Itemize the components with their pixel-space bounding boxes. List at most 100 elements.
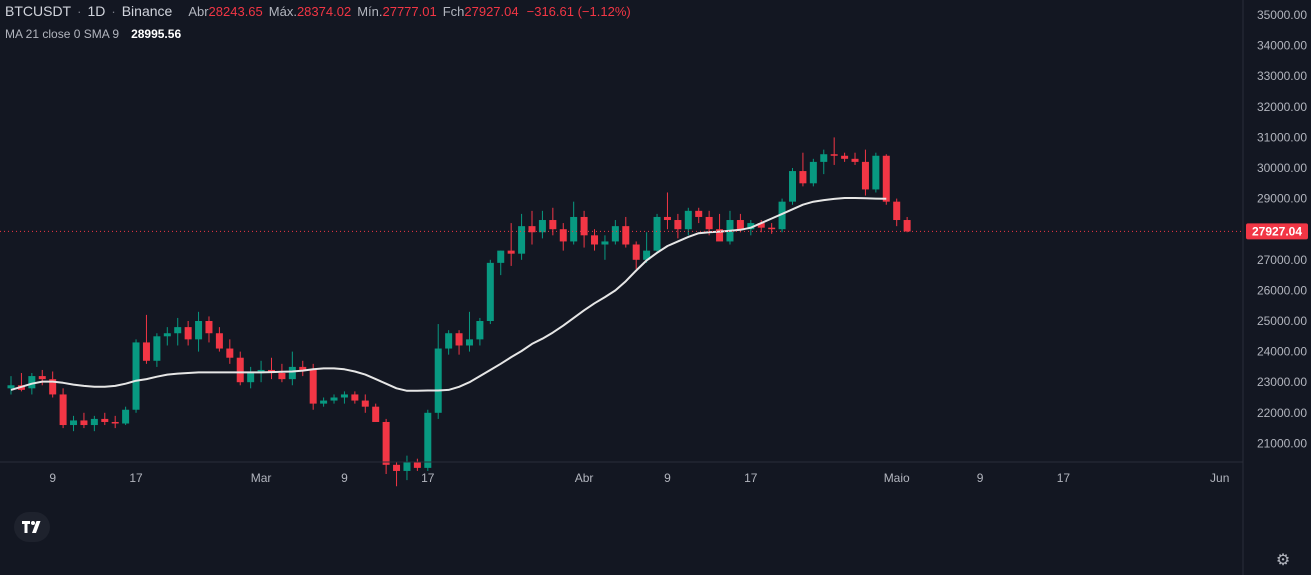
candle-body[interactable] [851,158,859,162]
candle-body[interactable] [882,155,890,202]
candle-body[interactable] [101,418,109,422]
candle-body[interactable] [153,336,161,361]
candle-body[interactable] [559,229,567,242]
candle-body[interactable] [695,210,703,217]
tradingview-logo-icon[interactable] [14,512,50,542]
candle-body[interactable] [716,229,724,242]
candle-body[interactable] [632,244,640,260]
candle-body[interactable] [184,327,192,340]
candle-body[interactable] [361,400,369,407]
candle-body[interactable] [445,333,453,349]
last-price-tag: 27927.04 [1246,223,1308,240]
candle-body[interactable] [684,210,692,230]
candle-body[interactable] [861,161,869,190]
candle-body[interactable] [393,464,401,471]
candle-body[interactable] [59,394,67,426]
candle-body[interactable] [403,461,411,471]
candle-body[interactable] [528,226,536,233]
candle-body[interactable] [288,366,296,380]
candle-body[interactable] [49,379,57,395]
candle-body[interactable] [611,226,619,242]
candle-body[interactable] [205,321,213,334]
last-price-tag-label: 27927.04 [1252,224,1302,238]
candle-body[interactable] [747,223,755,230]
price-tick-label: 33000.00 [1257,69,1307,83]
candle-body[interactable] [497,250,505,263]
candle-body[interactable] [820,154,828,162]
candle-body[interactable] [663,216,671,221]
candle-body[interactable] [247,373,255,383]
candle-body[interactable] [570,216,578,242]
candle-body[interactable] [830,154,838,156]
candle-body[interactable] [90,418,98,426]
candle-body[interactable] [80,420,88,426]
candle-body[interactable] [215,333,223,349]
candle-body[interactable] [278,373,286,380]
time-axis[interactable]: 9 17 Mar 9 17 Abr 9 17 Maio 9 17 Jun [49,471,1229,485]
symbol-name[interactable]: BTCUSDT [5,3,72,19]
candle-body[interactable] [38,376,46,380]
candle-body[interactable] [643,250,651,260]
candle-body[interactable] [789,171,796,202]
price-tick-label: 25000.00 [1257,314,1307,328]
candle-body[interactable] [549,220,557,230]
candle-body[interactable] [132,342,140,410]
candle-body[interactable] [174,327,182,334]
candle-body[interactable] [340,394,348,398]
candle-body[interactable] [111,421,119,424]
candle-body[interactable] [236,357,244,383]
candle-body[interactable] [841,155,849,159]
candle-body[interactable] [601,241,609,245]
candle-body[interactable] [736,220,744,230]
candle-body[interactable] [163,333,171,337]
candle-body[interactable] [705,216,713,230]
time-tick-label: 9 [664,471,671,485]
candle-body[interactable] [142,342,150,361]
price-tick-label: 31000.00 [1257,130,1307,144]
candle-body[interactable] [7,385,15,389]
candle-body[interactable] [622,226,630,245]
candle-body[interactable] [299,366,307,370]
candle-body[interactable] [465,339,473,346]
candle-body[interactable] [351,394,359,401]
price-axis[interactable]: 21000.00 22000.00 23000.00 24000.00 25000.00… [1257,8,1307,450]
candle-body[interactable] [382,421,390,465]
candle-body[interactable] [768,227,776,230]
candle-body[interactable] [434,348,442,413]
candle-body[interactable] [455,333,463,346]
candle-body[interactable] [903,220,911,232]
time-tick-label: 17 [1057,471,1071,485]
candle-body[interactable] [591,235,599,245]
candle-body[interactable] [320,400,328,404]
candle-body[interactable] [28,376,36,389]
candle-body[interactable] [538,220,546,233]
candle-body[interactable] [424,412,432,468]
candle-body[interactable] [799,171,807,184]
interval-label[interactable]: 1D [87,3,106,19]
candle-body[interactable] [674,220,682,230]
candle-body[interactable] [195,321,203,340]
gear-icon[interactable]: ⚙ [1275,552,1291,569]
candle-body[interactable] [653,216,661,251]
candle-body[interactable] [476,321,484,340]
ma-indicator-label[interactable]: MA 21 close 0 SMA 9 [5,27,120,41]
candle-body[interactable] [872,155,880,190]
candle-body[interactable] [330,397,338,401]
candle-body[interactable] [507,250,515,254]
candle-body[interactable] [486,262,494,321]
candle-body[interactable] [518,226,526,254]
candle-body[interactable] [372,406,380,422]
candle-body[interactable] [70,420,78,426]
candle-body[interactable] [809,161,817,184]
candle-body[interactable] [778,201,786,230]
time-tick-label: Maio [884,471,910,485]
candle-body[interactable] [309,369,317,404]
price-tick-label: 26000.00 [1257,283,1307,297]
candle-body[interactable] [413,461,421,468]
candle-body[interactable] [580,216,588,236]
candle-body[interactable] [226,348,234,358]
candle-body[interactable] [122,409,130,424]
candle-body[interactable] [757,223,765,228]
candle-body[interactable] [893,201,901,221]
